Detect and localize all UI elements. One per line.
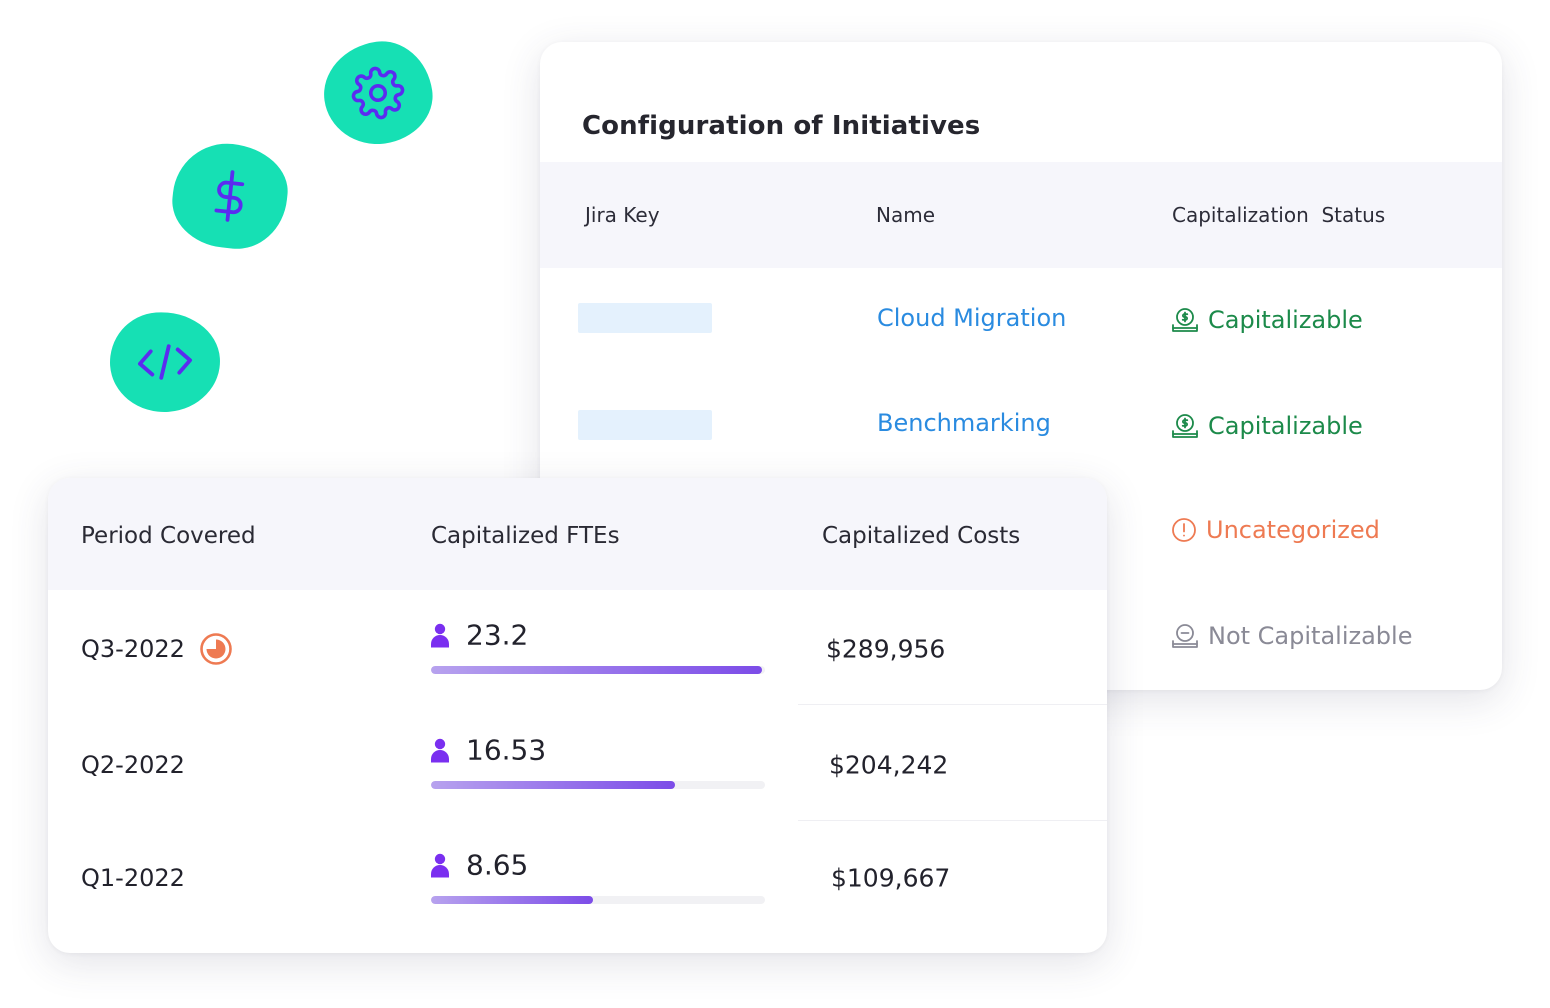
status-capitalizable: Capitalizable [1170,305,1363,335]
fte-number: 16.53 [466,733,547,767]
initiative-link[interactable]: Cloud Migration [877,304,1067,332]
status-label: Uncategorized [1206,516,1380,544]
dollar-icon-badge [167,138,293,254]
person-icon [431,623,449,647]
cost-value: $289,956 [826,634,946,664]
column-header-ftes: Capitalized FTEs [431,523,620,549]
row-divider [798,704,1107,705]
dollar-icon [214,170,245,222]
table-header: Jira Key Name Capitalization Status [540,162,1502,268]
gear-icon [351,66,405,120]
fte-value: 23.2 [430,619,528,652]
card-title: Configuration of Initiatives [582,111,981,141]
period-label: Q2-2022 [81,751,185,779]
fte-progress-bar [431,666,765,674]
jira-key-placeholder[interactable] [578,410,712,440]
period-cell: Q3-2022 [81,632,233,666]
fte-number: 23.2 [466,618,529,652]
fte-progress-fill [431,666,762,674]
initiative-link[interactable]: Benchmarking [877,409,1051,437]
table-header: Period Covered Capitalized FTEs Capitali… [48,478,1107,590]
money-check-icon [1172,414,1198,438]
column-header-costs: Capitalized Costs [822,523,1021,549]
row-divider [798,820,1107,821]
capitalization-summary-card: Period Covered Capitalized FTEs Capitali… [48,478,1107,953]
alert-circle-icon [1172,518,1196,542]
status-label: Capitalizable [1208,412,1363,440]
column-header-status: Capitalization Status [1172,203,1386,227]
fte-value: 16.53 [430,734,546,767]
minus-circle-icon [1172,624,1198,648]
status-not-capitalizable: Not Capitalizable [1170,621,1412,651]
period-label: Q3-2022 [81,635,185,663]
fte-progress-fill [431,781,675,789]
person-icon [431,738,449,762]
status-label: Not Capitalizable [1208,622,1413,650]
fte-progress-fill [431,896,593,904]
code-icon-badge [106,308,224,416]
in-progress-pie-icon [200,633,232,665]
money-check-icon [1172,308,1198,332]
status-capitalizable: Capitalizable [1170,411,1363,441]
fte-number: 8.65 [466,848,529,882]
column-header-name: Name [876,203,936,227]
fte-progress-bar [431,896,765,904]
person-icon [431,853,449,877]
column-header-period: Period Covered [81,523,256,549]
code-icon [137,344,193,380]
status-uncategorized: Uncategorized [1170,516,1380,544]
status-label: Capitalizable [1208,306,1363,334]
jira-key-placeholder[interactable] [578,303,712,333]
cost-value: $204,242 [829,750,949,780]
fte-progress-bar [431,781,765,789]
gear-icon-badge [317,34,439,152]
fte-value: 8.65 [430,849,528,882]
column-header-jira-key: Jira Key [585,203,660,227]
period-label: Q1-2022 [81,864,185,892]
cost-value: $109,667 [831,863,951,893]
